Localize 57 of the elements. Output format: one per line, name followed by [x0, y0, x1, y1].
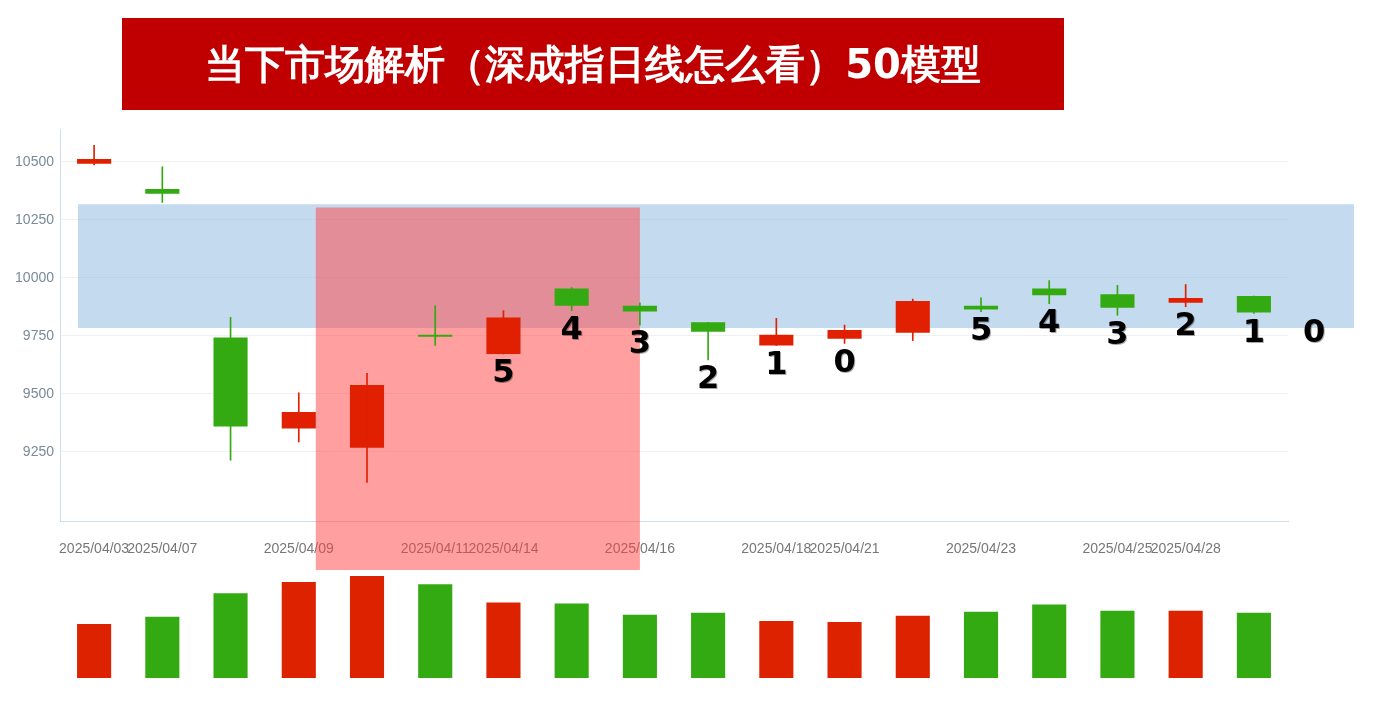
bar — [349, 576, 385, 678]
bar — [1100, 610, 1135, 678]
bar — [1168, 610, 1203, 678]
y-tick-label: 9750 — [22, 326, 55, 343]
text: 4 — [1038, 302, 1061, 341]
x-tick-label: 2025/04/11 — [400, 540, 470, 557]
bar — [622, 614, 657, 678]
text: 4 — [560, 309, 583, 348]
bar — [486, 602, 521, 678]
x-tick-label: 2025/04/28 — [1150, 540, 1221, 557]
annotation: 0 — [833, 341, 856, 380]
x-tick-label: 2025/04/14 — [468, 540, 539, 557]
bar — [213, 593, 248, 678]
y-tick-label: 10500 — [15, 152, 55, 169]
bar — [759, 620, 794, 678]
bar — [895, 615, 930, 678]
candlestick — [418, 305, 453, 346]
bar — [691, 612, 726, 678]
text: 3 — [1106, 313, 1129, 352]
text: 0 — [1302, 311, 1326, 350]
text: 1 — [1242, 311, 1266, 350]
candlestick — [963, 297, 999, 312]
bar — [1236, 612, 1271, 678]
bar — [827, 621, 862, 678]
candlestick — [895, 298, 930, 341]
text: 1 — [765, 343, 788, 382]
text: 5 — [492, 352, 515, 391]
bar — [963, 611, 999, 678]
candlestick — [281, 392, 316, 443]
text: 2 — [1174, 305, 1197, 344]
chart-title: 当下市场解析（深成指日线怎么看）50模型 — [122, 18, 1064, 110]
x-tick-label: 2025/04/03 — [59, 540, 130, 557]
x-tick-label: 2025/04/16 — [604, 540, 676, 557]
x-tick-label: 2025/04/25 — [1082, 540, 1153, 557]
candlestick — [77, 145, 112, 166]
candlestick — [622, 302, 657, 326]
bar — [554, 603, 589, 678]
bar — [281, 582, 316, 678]
y-tick-label: 10000 — [15, 268, 55, 285]
candlestick — [1032, 280, 1067, 305]
bar — [418, 584, 453, 678]
y-tick-label: 9250 — [22, 442, 55, 459]
bar — [145, 616, 180, 678]
text: 5 — [969, 309, 993, 348]
y-tick-label: 10250 — [15, 210, 55, 227]
candlestick — [1236, 295, 1271, 314]
x-tick-label: 2025/04/21 — [809, 540, 880, 557]
y-tick-label: 9500 — [22, 384, 55, 401]
candlestick — [349, 372, 385, 483]
text: 3 — [628, 323, 652, 362]
x-tick-label: 2025/04/23 — [945, 540, 1017, 557]
x-tick-label: 2025/04/07 — [127, 540, 198, 557]
x-tick-label: 2025/04/18 — [741, 540, 812, 557]
text: 2 — [696, 358, 720, 397]
candlestick — [691, 321, 726, 361]
bar — [1032, 604, 1067, 678]
bar — [77, 623, 112, 678]
